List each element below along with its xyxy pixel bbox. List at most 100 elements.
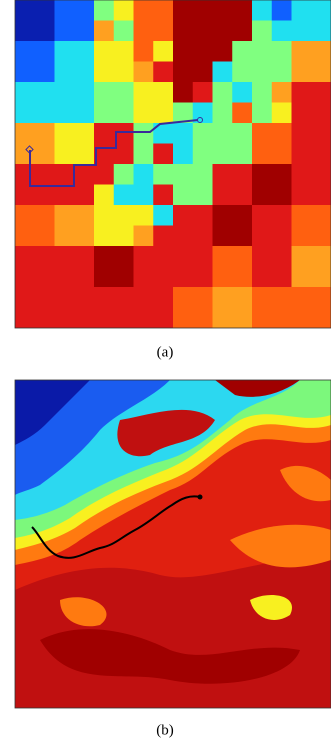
path-a <box>29 119 199 187</box>
caption: (a) <box>157 344 174 360</box>
cell <box>232 82 253 103</box>
cell <box>212 287 253 328</box>
cell <box>133 205 154 226</box>
cell <box>212 246 253 288</box>
cell <box>15 82 55 124</box>
cell <box>212 41 233 62</box>
cell <box>212 123 253 165</box>
cell <box>212 61 233 83</box>
cell <box>94 184 115 206</box>
cell <box>15 123 55 165</box>
cell <box>94 0 115 21</box>
cell <box>133 0 174 42</box>
cell <box>94 41 134 83</box>
cell <box>252 41 292 83</box>
cell <box>252 246 292 288</box>
cell <box>271 20 292 42</box>
quadtree-map <box>15 0 331 328</box>
cell <box>252 287 292 328</box>
caption: (b) <box>156 722 174 738</box>
cell <box>252 164 292 206</box>
cell <box>212 205 253 247</box>
cell <box>252 0 273 21</box>
cell <box>133 184 154 206</box>
cell <box>133 164 154 185</box>
cell <box>291 164 331 206</box>
terrain-map <box>15 380 331 708</box>
cell <box>94 205 134 247</box>
cell <box>291 287 331 328</box>
cell <box>271 82 292 103</box>
cell <box>133 61 154 83</box>
cell <box>173 287 213 328</box>
cell <box>15 205 55 247</box>
cell <box>15 164 55 206</box>
cell <box>291 41 331 83</box>
goal-marker <box>197 117 203 123</box>
cell <box>232 102 253 124</box>
cell <box>291 82 331 124</box>
cell <box>192 82 213 103</box>
cell <box>173 143 194 165</box>
cell <box>94 20 115 42</box>
cell <box>173 82 194 103</box>
cell <box>291 0 331 42</box>
cell <box>153 205 174 226</box>
cell <box>54 41 95 83</box>
cell <box>173 164 213 206</box>
cell <box>133 246 174 288</box>
cell <box>94 123 134 165</box>
cell <box>133 287 174 328</box>
cell <box>94 287 134 328</box>
cell <box>173 123 194 144</box>
cell <box>252 82 273 103</box>
cell <box>212 82 233 103</box>
cell <box>173 41 213 83</box>
cell <box>153 164 174 185</box>
cell <box>212 164 253 206</box>
cell <box>173 0 213 42</box>
cell <box>173 246 213 288</box>
cell <box>173 102 194 124</box>
cell <box>133 41 154 62</box>
cell <box>54 82 95 124</box>
cell <box>113 184 134 206</box>
cell <box>54 287 95 328</box>
cell <box>291 205 331 247</box>
cell <box>133 143 154 165</box>
cell <box>15 41 55 83</box>
cell <box>232 41 253 62</box>
cell <box>153 184 174 206</box>
cell <box>94 246 134 288</box>
cell <box>212 102 233 124</box>
cell <box>153 143 174 165</box>
cell <box>133 123 154 144</box>
cell <box>271 0 292 21</box>
cell <box>94 82 134 124</box>
cell <box>271 102 292 124</box>
cell <box>153 123 174 144</box>
cell <box>252 205 292 247</box>
cell <box>291 246 331 288</box>
start-marker <box>25 145 34 154</box>
frame <box>14 379 331 709</box>
frame <box>14 0 331 329</box>
cell <box>212 0 253 42</box>
cell <box>15 287 55 328</box>
cell <box>153 225 174 247</box>
cell <box>15 0 55 42</box>
path-b <box>31 495 201 559</box>
cell <box>232 61 253 83</box>
cell <box>94 164 115 185</box>
cell <box>54 246 95 288</box>
cell <box>153 41 174 62</box>
cell <box>133 82 174 124</box>
cell <box>54 123 95 165</box>
cell <box>54 0 95 42</box>
cell <box>192 123 213 144</box>
cell <box>291 123 331 165</box>
cell <box>15 246 55 288</box>
cell <box>153 61 174 83</box>
